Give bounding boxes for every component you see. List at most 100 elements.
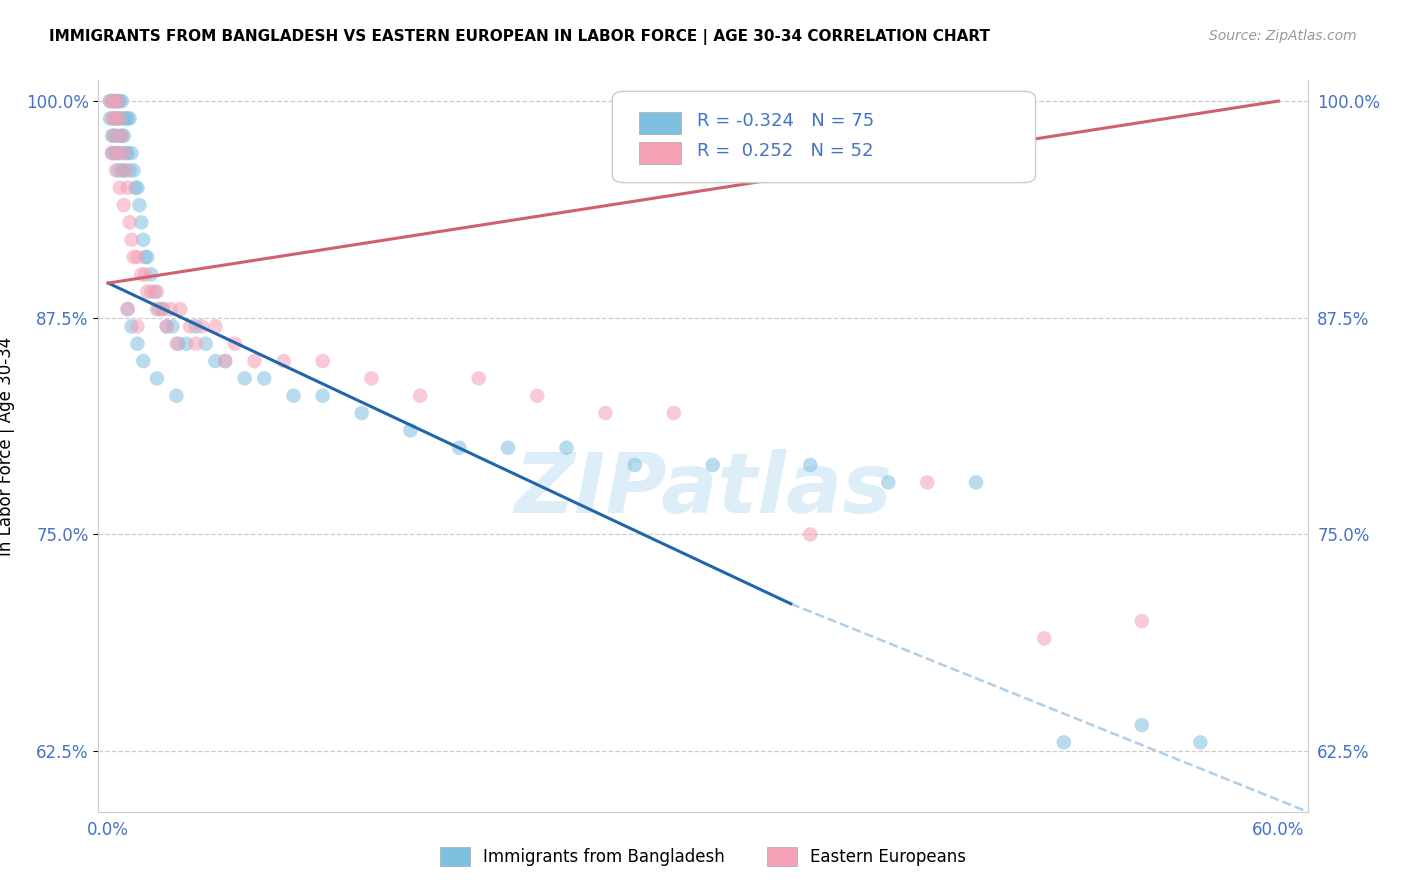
Point	[101, 128, 124, 143]
Point	[108, 112, 131, 126]
Point	[399, 424, 422, 438]
Point	[112, 163, 135, 178]
Point	[121, 319, 143, 334]
Point	[103, 128, 125, 143]
Point	[1189, 735, 1212, 749]
Point	[122, 163, 145, 178]
Point	[214, 354, 236, 368]
Point	[114, 163, 136, 178]
Point	[165, 389, 187, 403]
Point	[134, 250, 156, 264]
Point	[101, 94, 124, 108]
Point	[132, 233, 155, 247]
Point	[273, 354, 295, 368]
Point	[112, 112, 135, 126]
Point	[877, 475, 900, 490]
Point	[1130, 614, 1153, 628]
Point	[114, 146, 136, 161]
Point	[118, 215, 141, 229]
Point	[107, 128, 129, 143]
Point	[103, 128, 125, 143]
Point	[108, 94, 131, 108]
Point	[107, 112, 129, 126]
Point	[526, 389, 548, 403]
Point	[111, 163, 134, 178]
Point	[104, 163, 127, 178]
Point	[122, 250, 145, 264]
Point	[101, 146, 124, 161]
Point	[107, 94, 129, 108]
Text: ZIPatlas: ZIPatlas	[515, 450, 891, 531]
Text: R = -0.324   N = 75: R = -0.324 N = 75	[697, 112, 875, 129]
Point	[124, 180, 146, 194]
Point	[128, 198, 150, 212]
Point	[312, 389, 335, 403]
Point	[204, 354, 226, 368]
Point	[117, 301, 139, 316]
Point	[467, 371, 489, 385]
Point	[101, 146, 124, 161]
Point	[112, 198, 135, 212]
Point	[702, 458, 724, 472]
Point	[156, 319, 179, 334]
Point	[131, 215, 153, 229]
Point	[103, 112, 125, 126]
Point	[449, 441, 471, 455]
Point	[111, 94, 134, 108]
Point	[350, 406, 373, 420]
Point	[184, 336, 207, 351]
Point	[595, 406, 617, 420]
Point	[107, 94, 129, 108]
Point	[167, 336, 190, 351]
Point	[204, 319, 226, 334]
Legend: Immigrants from Bangladesh, Eastern Europeans: Immigrants from Bangladesh, Eastern Euro…	[433, 840, 973, 873]
Point	[104, 112, 127, 126]
Point	[174, 336, 197, 351]
Point	[143, 285, 166, 299]
Point	[98, 112, 121, 126]
Point	[139, 285, 162, 299]
Point	[111, 128, 134, 143]
Point	[127, 336, 149, 351]
Point	[165, 336, 187, 351]
Point	[1033, 632, 1056, 646]
Point	[799, 458, 821, 472]
Bar	[638, 143, 682, 164]
Point	[107, 146, 129, 161]
Point	[114, 112, 136, 126]
Point	[1130, 718, 1153, 732]
Point	[121, 146, 143, 161]
Point	[917, 475, 939, 490]
Point	[103, 94, 125, 108]
Bar	[638, 112, 682, 134]
Point	[139, 268, 162, 282]
Point	[283, 389, 305, 403]
Point	[98, 94, 121, 108]
Point	[98, 94, 121, 108]
Point	[104, 94, 127, 108]
Point	[243, 354, 266, 368]
Point	[104, 112, 127, 126]
Point	[253, 371, 276, 385]
Point	[121, 233, 143, 247]
Point	[104, 146, 127, 161]
Point	[159, 301, 181, 316]
Point	[103, 94, 125, 108]
Point	[136, 285, 159, 299]
Point	[152, 301, 174, 316]
Point	[107, 163, 129, 178]
Point	[214, 354, 236, 368]
Text: R =  0.252   N = 52: R = 0.252 N = 52	[697, 142, 873, 161]
Point	[360, 371, 382, 385]
Point	[156, 319, 179, 334]
Point	[132, 354, 155, 368]
Point	[108, 112, 131, 126]
Point	[146, 285, 169, 299]
Point	[134, 268, 156, 282]
Point	[623, 458, 645, 472]
Point	[127, 319, 149, 334]
Point	[101, 112, 124, 126]
Point	[169, 301, 191, 316]
Point	[233, 371, 256, 385]
Point	[136, 250, 159, 264]
